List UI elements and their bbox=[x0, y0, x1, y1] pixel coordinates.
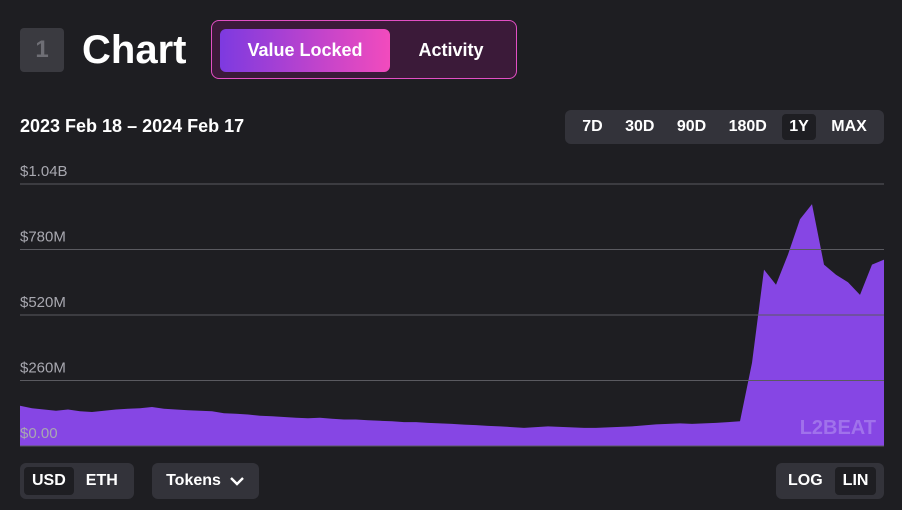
tab-group: Value Locked Activity bbox=[211, 20, 517, 79]
range-button[interactable]: MAX bbox=[831, 118, 867, 135]
range-button[interactable]: 180D bbox=[728, 118, 767, 135]
y-tick-label: $520M bbox=[20, 294, 66, 311]
currency-eth[interactable]: ETH bbox=[85, 472, 118, 489]
y-tick-label: $1.04B bbox=[20, 163, 68, 180]
scale-lin[interactable]: LIN bbox=[834, 467, 877, 495]
range-selector: 7D 30D 90D 180D 1Y MAX bbox=[565, 110, 884, 144]
page-title: Chart bbox=[82, 28, 187, 72]
date-range: 2023 Feb 18 – 2024 Feb 17 bbox=[20, 116, 245, 136]
area bbox=[20, 204, 884, 446]
tokens-label: Tokens bbox=[166, 472, 221, 489]
chart-number: 1 bbox=[20, 28, 64, 72]
y-tick-label: $0.00 bbox=[20, 425, 58, 442]
currency-usd[interactable]: USD bbox=[24, 467, 74, 495]
chevron-icon bbox=[230, 477, 244, 486]
y-tick-label: $780M bbox=[20, 229, 66, 246]
range-button[interactable]: 30D bbox=[625, 118, 655, 135]
currency-toggle: USD ETH bbox=[20, 463, 134, 499]
y-tick-label: $260M bbox=[20, 360, 66, 377]
range-button[interactable]: 1Y bbox=[782, 114, 816, 140]
range-button[interactable]: 7D bbox=[582, 118, 603, 135]
range-button[interactable]: 90D bbox=[676, 118, 707, 135]
tab-activity[interactable]: Activity bbox=[418, 40, 484, 60]
scale-toggle: LOG LIN bbox=[776, 463, 884, 499]
tab-value-locked[interactable]: Value Locked bbox=[220, 29, 390, 72]
tokens-dropdown[interactable]: Tokens bbox=[152, 463, 259, 499]
scale-log[interactable]: LOG bbox=[788, 472, 823, 489]
watermark: L2BEAT bbox=[800, 417, 876, 439]
